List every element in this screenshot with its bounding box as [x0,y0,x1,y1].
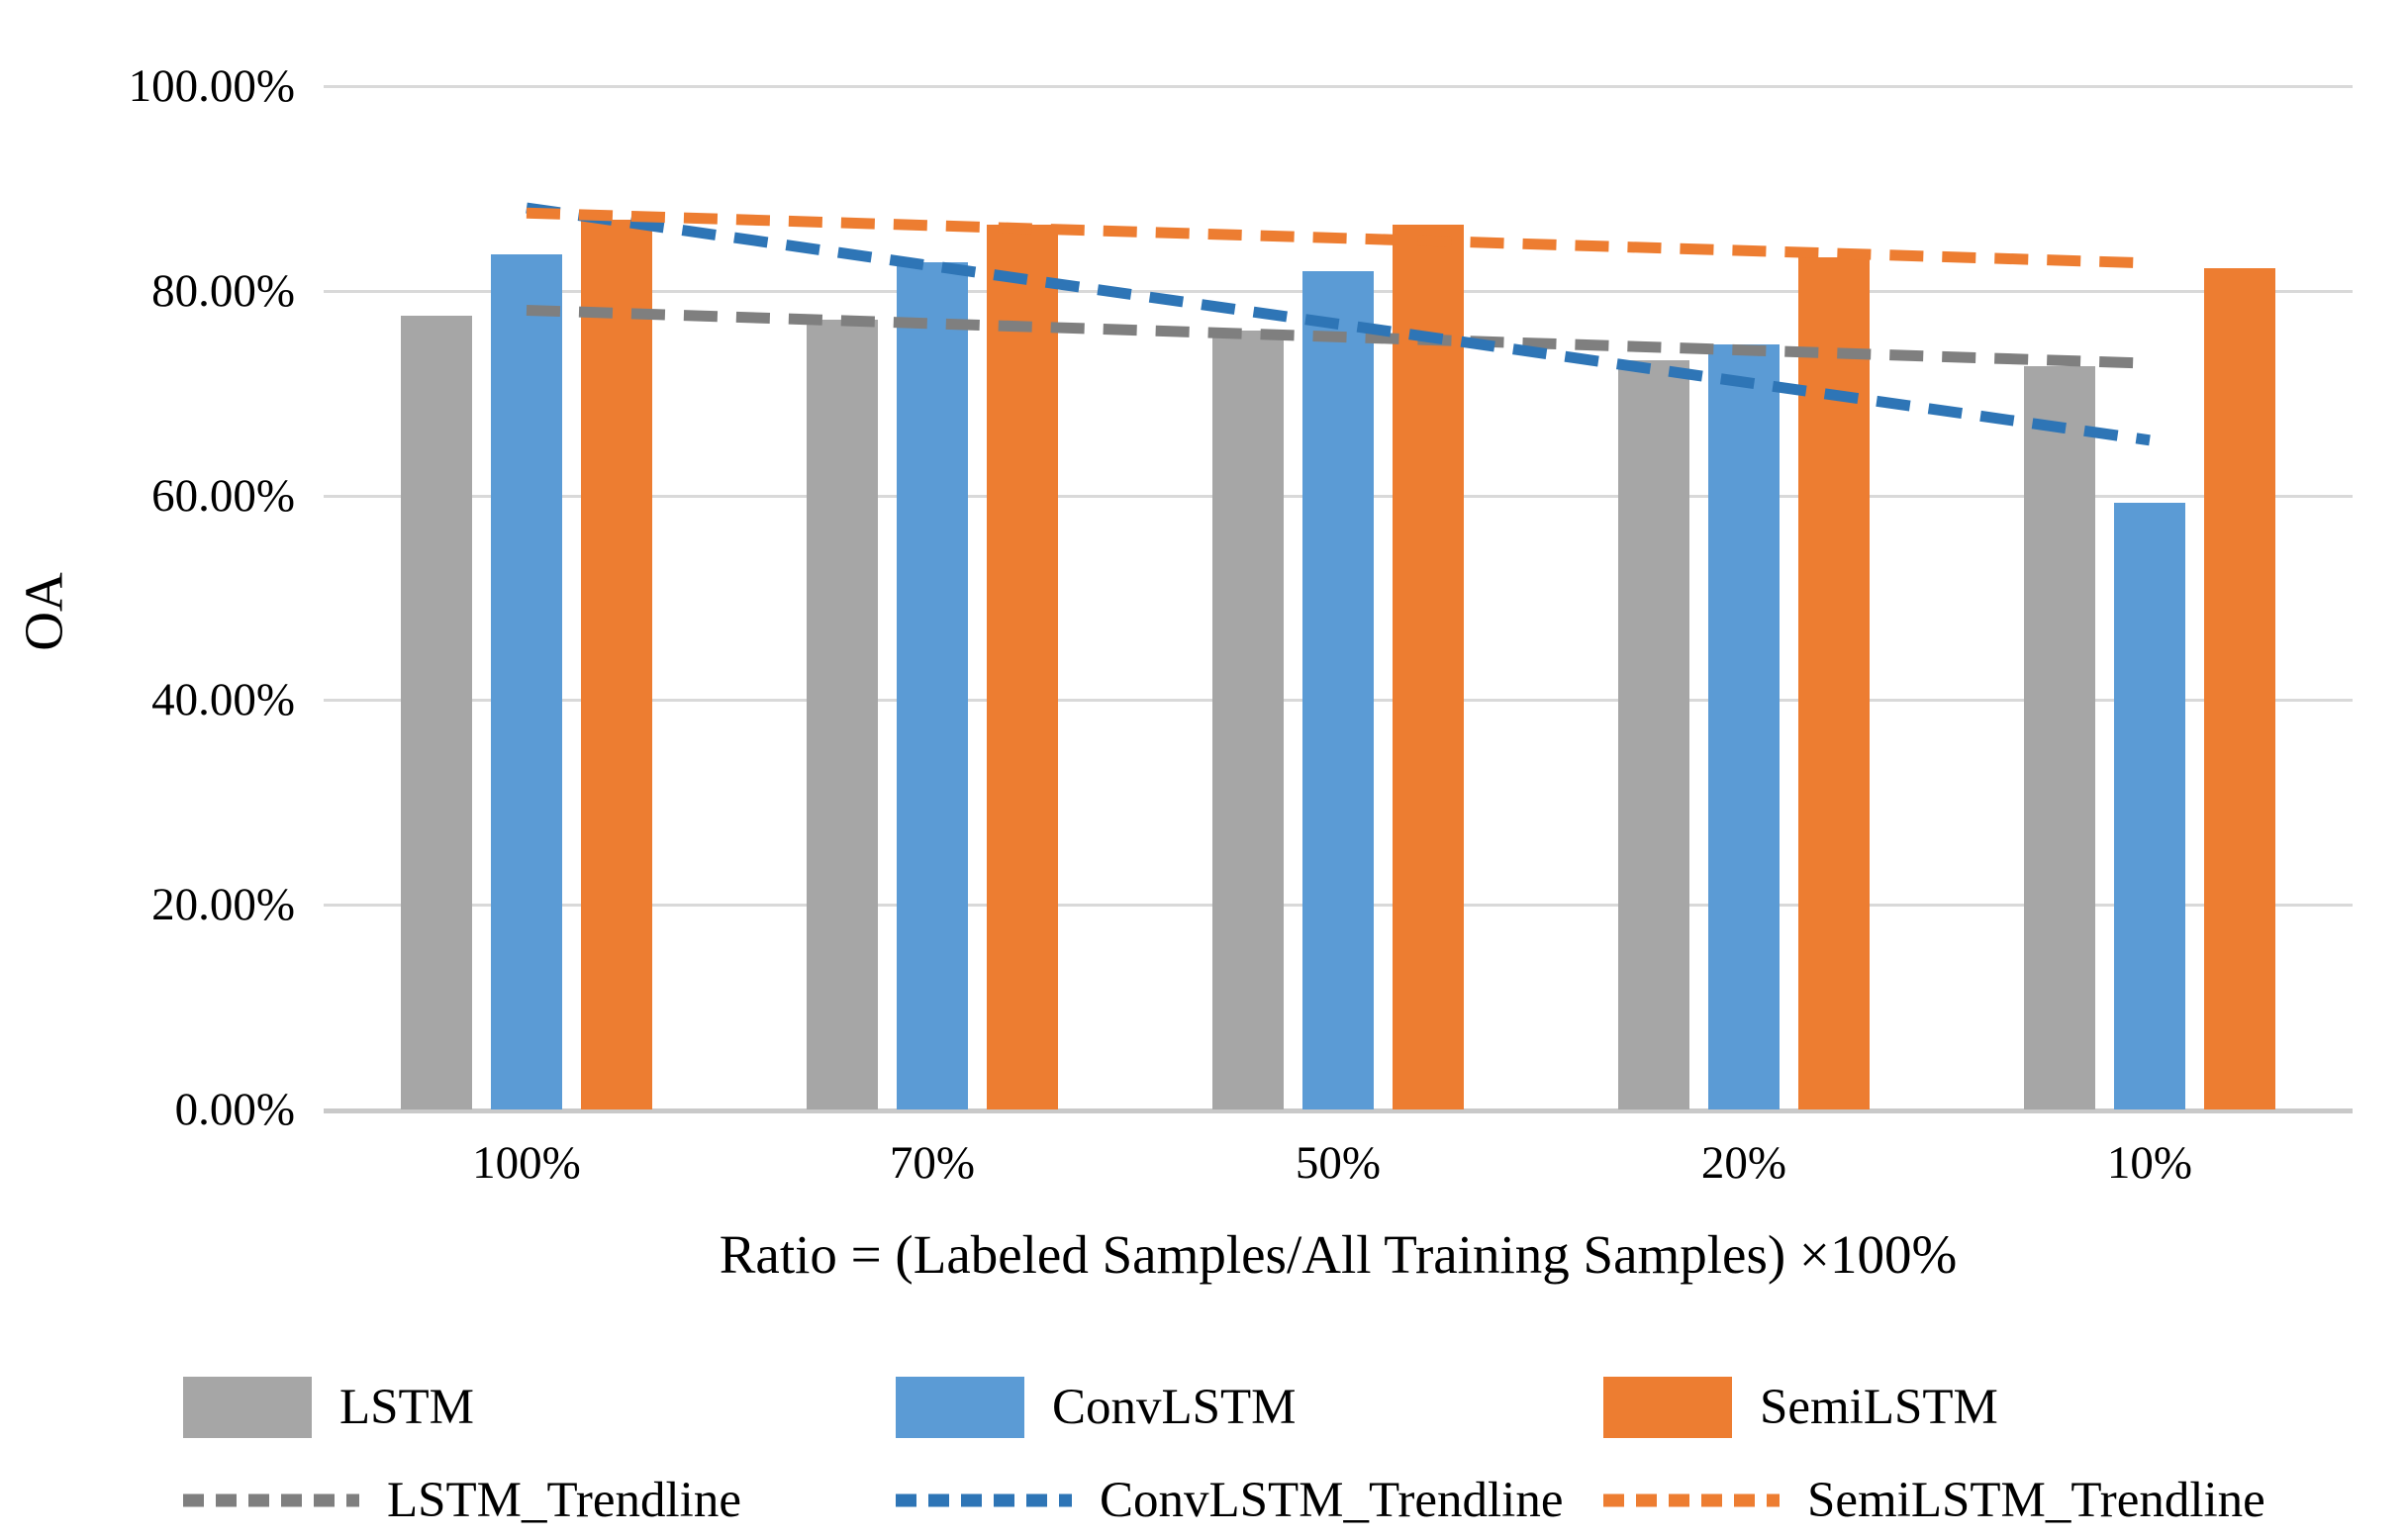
bar-lstm-100- [401,315,472,1109]
y-axis-tick-label: 20.00% [151,879,295,931]
legend-item-semilstm-trendline: SemiLSTM_Trendline [1603,1465,2265,1536]
legend-label: LSTM_Trendline [387,1473,741,1528]
trendline-lstm-trendline [526,304,2151,369]
gridline [324,85,2353,88]
legend-label: ConvLSTM_Trendline [1100,1473,1564,1528]
bar-lstm-70- [807,319,878,1109]
legend-dash-sample-convlstm-trendline [896,1493,1072,1507]
legend-label: LSTM [339,1380,475,1435]
y-axis-tick-label: 80.00% [151,264,295,317]
legend-item-convlstm: ConvLSTM [896,1372,1297,1443]
bar-lstm-10- [2024,366,2095,1109]
bar-semilstm-10- [2204,268,2275,1109]
y-axis-tick-label: 0.00% [174,1084,295,1135]
legend-item-lstm: LSTM [183,1372,474,1443]
plot-area [324,85,2353,1113]
x-axis-tick-label: 70% [889,1137,976,1189]
bar-convlstm-100- [491,253,562,1109]
bar-semilstm-70- [987,224,1058,1109]
x-axis-tick-label: 100% [472,1137,581,1189]
trendline-convlstm-trendline [526,202,2151,446]
legend-swatch-lstm [183,1377,312,1438]
bar-semilstm-50- [1393,224,1464,1109]
legend-label: SemiLSTM_Trendline [1807,1473,2265,1528]
bar-lstm-20- [1618,360,1689,1109]
trendline-semilstm-trendline [526,207,2151,269]
x-axis-tick-labels: 100% 70% 50% 20% 10% [324,1136,2353,1200]
bar-semilstm-100- [581,220,652,1109]
y-axis-tick-label: 100.00% [128,60,295,112]
x-axis-tick-label: 20% [1700,1137,1787,1189]
y-axis-tick-labels: 100.00% 80.00% 60.00% 40.00% 20.00% 0.00% [0,60,295,1135]
x-axis-tick-label: 50% [1295,1137,1382,1189]
bar-convlstm-10- [2114,502,2185,1109]
legend-dash-sample-lstm-trendline [183,1493,359,1507]
y-axis-tick-label: 60.00% [151,469,295,522]
legend-item-lstm-trendline: LSTM_Trendline [183,1465,741,1536]
bar-convlstm-70- [897,261,968,1109]
legend-item-convlstm-trendline: ConvLSTM_Trendline [896,1465,1564,1536]
legend-label: ConvLSTM [1052,1380,1297,1435]
bar-lstm-50- [1212,331,1284,1109]
x-axis-title: Ratio = (Labeled Samples/All Training Sa… [719,1224,1958,1285]
bar-convlstm-50- [1302,271,1374,1109]
bar-convlstm-20- [1708,343,1780,1109]
trendlines-layer [526,202,2151,446]
legend-item-semilstm: SemiLSTM [1603,1372,1998,1443]
legend-dash-sample-semilstm-trendline [1603,1493,1780,1507]
x-axis-tick-label: 10% [2106,1137,2193,1189]
x-axis-baseline [324,1108,2353,1113]
bars-layer [324,86,2353,1109]
legend-swatch-convlstm [896,1377,1024,1438]
y-axis-tick-label: 40.00% [151,674,295,726]
legend-swatch-semilstm [1603,1377,1732,1438]
legend-label: SemiLSTM [1760,1380,1998,1435]
